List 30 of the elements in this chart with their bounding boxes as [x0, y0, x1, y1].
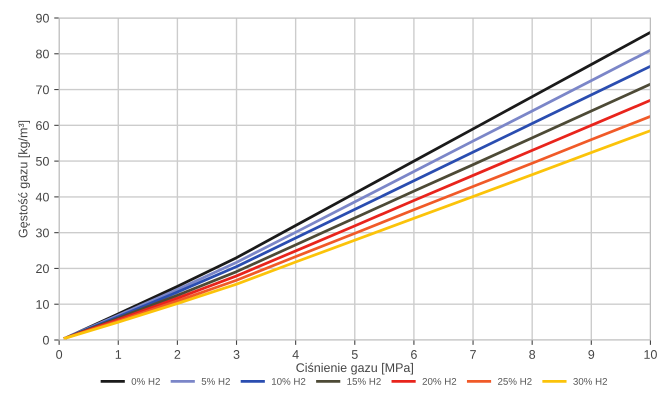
y-tick-label: 80	[36, 50, 49, 58]
x-tick-label: 5	[352, 350, 358, 359]
x-tick-label: 4	[292, 350, 299, 359]
y-tick-label: 60	[36, 121, 49, 130]
x-axis-title: Ciśnienie gazu [MPa]	[296, 362, 413, 375]
legend-label: 10% H2	[272, 378, 306, 385]
x-tick-label: 7	[470, 350, 476, 359]
y-tick-label: 20	[36, 264, 49, 274]
x-tick-label: 9	[588, 350, 594, 359]
y-tick-label: 30	[36, 228, 49, 238]
legend-label: 25% H2	[498, 378, 532, 385]
y-tick-label: 0	[42, 336, 49, 345]
legend-label: 15% H2	[347, 378, 381, 385]
y-tick-label: 40	[36, 192, 49, 202]
x-tick-label: 1	[116, 350, 122, 359]
y-tick-label: 50	[36, 156, 49, 166]
y-axis-title: Gęstość gazu [kg/m³]	[18, 120, 30, 238]
y-tick-label: 90	[36, 14, 49, 23]
x-tick-label: 8	[529, 350, 536, 359]
legend-label: 5% H2	[202, 378, 230, 385]
y-tick-label: 70	[36, 85, 49, 94]
legend-label: 30% H2	[573, 378, 608, 385]
y-tick-label: 10	[36, 300, 49, 309]
x-tick-label: 3	[234, 350, 240, 359]
x-tick-label: 6	[411, 350, 417, 359]
legend-label: 0% H2	[132, 378, 160, 385]
legend-label: 20% H2	[422, 378, 456, 385]
x-tick-label: 10	[644, 350, 657, 359]
x-tick-label: 0	[56, 350, 62, 359]
x-tick-label: 2	[174, 350, 180, 359]
